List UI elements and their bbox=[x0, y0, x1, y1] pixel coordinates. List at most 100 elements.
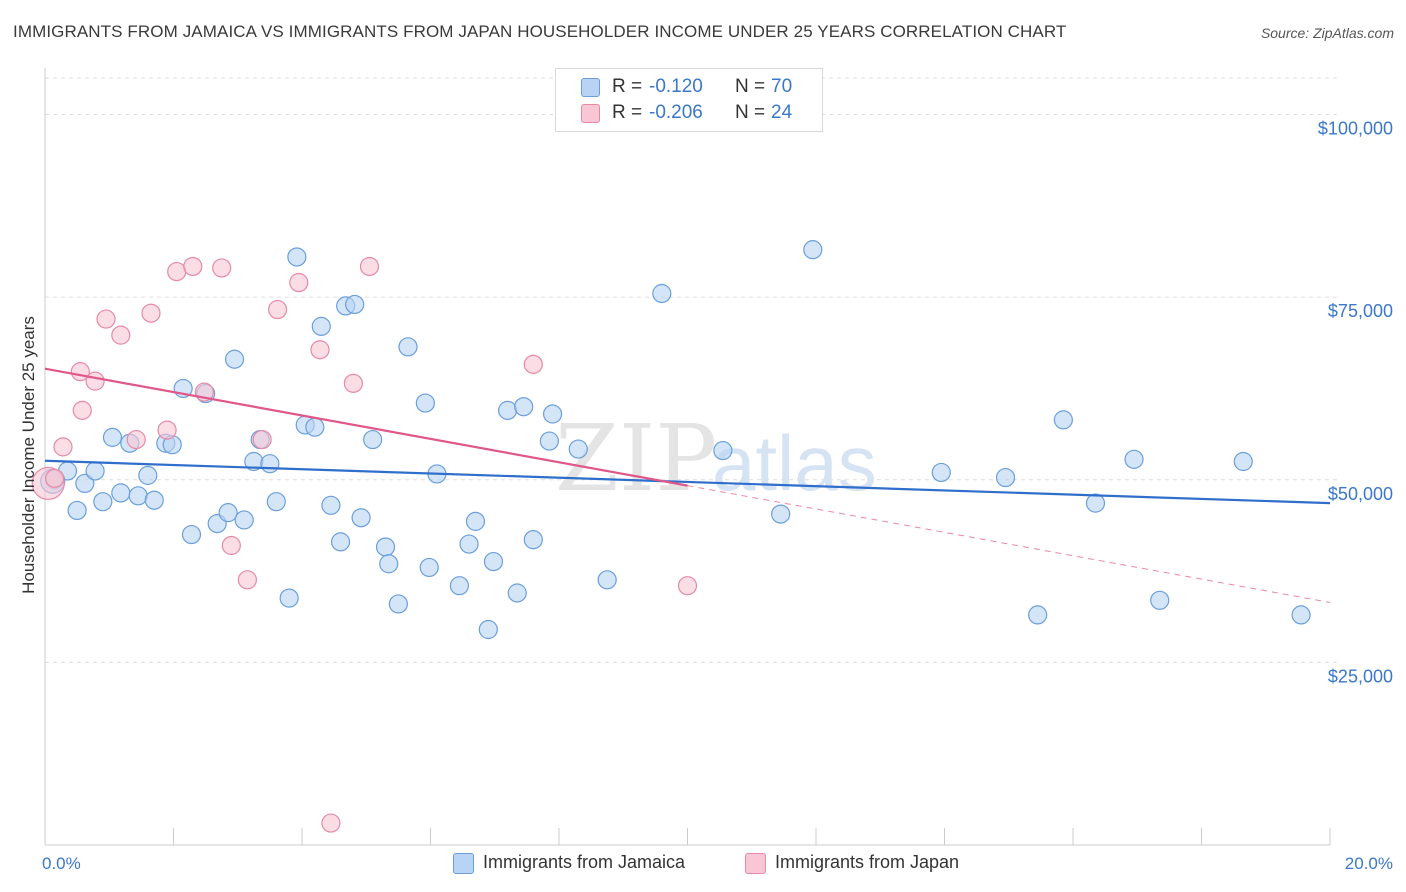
legend-r-label: R = bbox=[612, 76, 643, 97]
data-point-japan bbox=[157, 420, 177, 440]
legend-r-value: -0.120 bbox=[649, 76, 703, 97]
watermark: ZIP atlas bbox=[555, 405, 877, 512]
data-point-jamaica bbox=[128, 486, 148, 506]
data-point-japan bbox=[252, 429, 272, 450]
trend-line-jamaica bbox=[44, 459, 1331, 505]
data-point-japan bbox=[126, 429, 146, 450]
data-point-jamaica bbox=[234, 510, 254, 530]
data-point-jamaica bbox=[218, 503, 238, 523]
y-tick-label: $100,000 bbox=[1318, 119, 1393, 139]
data-point-japan bbox=[267, 299, 288, 320]
data-point-jamaica bbox=[931, 462, 951, 483]
data-point-jamaica bbox=[498, 400, 518, 420]
legend-series: Immigrants from Jamaica Immigrants from … bbox=[0, 852, 1406, 878]
data-point-jamaica bbox=[224, 349, 245, 369]
data-point-jamaica bbox=[1124, 449, 1144, 469]
legend-swatch-jamaica bbox=[581, 78, 600, 97]
data-point-jamaica bbox=[507, 583, 527, 603]
data-point-jamaica bbox=[330, 532, 351, 552]
trend-lines bbox=[44, 367, 1331, 603]
data-point-jamaica bbox=[771, 504, 791, 524]
data-point-japan bbox=[53, 437, 73, 457]
data-point-jamaica bbox=[1150, 590, 1170, 610]
legend-r-value: -0.206 bbox=[649, 102, 703, 123]
data-point-jamaica bbox=[144, 490, 164, 510]
data-point-jamaica bbox=[465, 511, 486, 531]
legend-r-label: R = bbox=[612, 102, 643, 123]
data-point-jamaica bbox=[523, 530, 543, 550]
data-point-jamaica bbox=[363, 429, 383, 450]
data-point-jamaica bbox=[542, 404, 563, 424]
data-point-jamaica bbox=[419, 557, 439, 578]
data-point-japan bbox=[321, 813, 341, 833]
data-point-jamaica bbox=[1028, 605, 1048, 625]
data-point-jamaica bbox=[483, 551, 504, 572]
data-point-jamaica bbox=[995, 467, 1016, 488]
data-point-jamaica bbox=[415, 393, 435, 413]
data-point-jamaica bbox=[514, 397, 534, 417]
data-point-japan bbox=[310, 340, 330, 360]
data-point-japan bbox=[111, 325, 131, 345]
data-point-japan bbox=[237, 570, 257, 590]
data-point-jamaica bbox=[279, 588, 299, 608]
data-point-japan bbox=[343, 373, 363, 393]
data-point-japan bbox=[212, 258, 232, 278]
data-point-jamaica bbox=[449, 576, 470, 596]
data-point-japan bbox=[72, 400, 92, 420]
data-point-jamaica bbox=[539, 431, 559, 451]
data-point-jamaica bbox=[266, 492, 286, 512]
x-tick-label: 0.0% bbox=[42, 854, 81, 873]
series-japan-points bbox=[31, 256, 698, 833]
data-point-jamaica bbox=[803, 240, 823, 260]
data-point-jamaica bbox=[1085, 493, 1106, 513]
legend-swatch-jamaica bbox=[453, 853, 474, 874]
legend-swatch-japan bbox=[745, 853, 766, 874]
data-point-jamaica bbox=[388, 594, 408, 614]
legend-swatch-japan bbox=[581, 104, 600, 123]
trend-line-japan bbox=[44, 367, 688, 487]
x-tick-label: 20.0% bbox=[1345, 854, 1393, 873]
data-point-japan bbox=[523, 354, 543, 374]
series-jamaica-points bbox=[40, 240, 1311, 640]
data-point-jamaica bbox=[102, 427, 123, 447]
data-point-japan bbox=[289, 272, 309, 293]
data-point-jamaica bbox=[75, 473, 95, 494]
data-point-japan bbox=[359, 256, 380, 277]
grid-layer bbox=[45, 77, 1340, 663]
data-point-jamaica bbox=[1053, 410, 1073, 430]
data-point-jamaica bbox=[568, 439, 588, 459]
data-point-jamaica bbox=[375, 537, 396, 557]
watermark-atlas: atlas bbox=[712, 419, 877, 507]
data-point-japan bbox=[167, 261, 187, 282]
data-point-jamaica bbox=[351, 508, 371, 528]
data-point-jamaica bbox=[1233, 451, 1253, 472]
data-point-jamaica bbox=[379, 554, 399, 574]
data-point-jamaica bbox=[652, 283, 672, 304]
legend-n-value: 70 bbox=[771, 76, 793, 97]
axis-layer bbox=[44, 68, 1331, 846]
data-point-jamaica bbox=[345, 294, 365, 315]
data-point-jamaica bbox=[260, 454, 280, 474]
data-point-jamaica bbox=[459, 534, 479, 554]
legend-n-value: 24 bbox=[771, 102, 793, 123]
y-tick-label: $50,000 bbox=[1328, 484, 1393, 504]
data-point-jamaica bbox=[287, 247, 307, 267]
chart-title: IMMIGRANTS FROM JAMAICA VS IMMIGRANTS FR… bbox=[13, 22, 1067, 41]
data-point-jamaica bbox=[305, 417, 325, 437]
data-point-japan bbox=[677, 576, 698, 596]
watermark-zip: ZIP bbox=[555, 405, 717, 512]
legend-n-label: N = bbox=[735, 76, 766, 97]
trend-extension-japan bbox=[687, 485, 1331, 603]
data-point-jamaica bbox=[1291, 605, 1311, 625]
tick-labels: $25,000 $50,000 $75,000 $100,000 0.0% 20.0% bbox=[42, 119, 1393, 873]
data-point-jamaica bbox=[321, 495, 341, 515]
legend-stats: R = -0.120 N = 70 R = -0.206 N = 24 bbox=[555, 68, 823, 132]
data-point-japan bbox=[96, 309, 116, 329]
data-point-jamaica bbox=[111, 483, 131, 503]
legend-label-japan: Immigrants from Japan bbox=[775, 852, 960, 872]
y-tick-label: $75,000 bbox=[1328, 301, 1393, 321]
data-point-japan bbox=[183, 256, 203, 277]
data-point-jamaica bbox=[93, 492, 113, 512]
data-point-jamaica bbox=[85, 461, 105, 481]
